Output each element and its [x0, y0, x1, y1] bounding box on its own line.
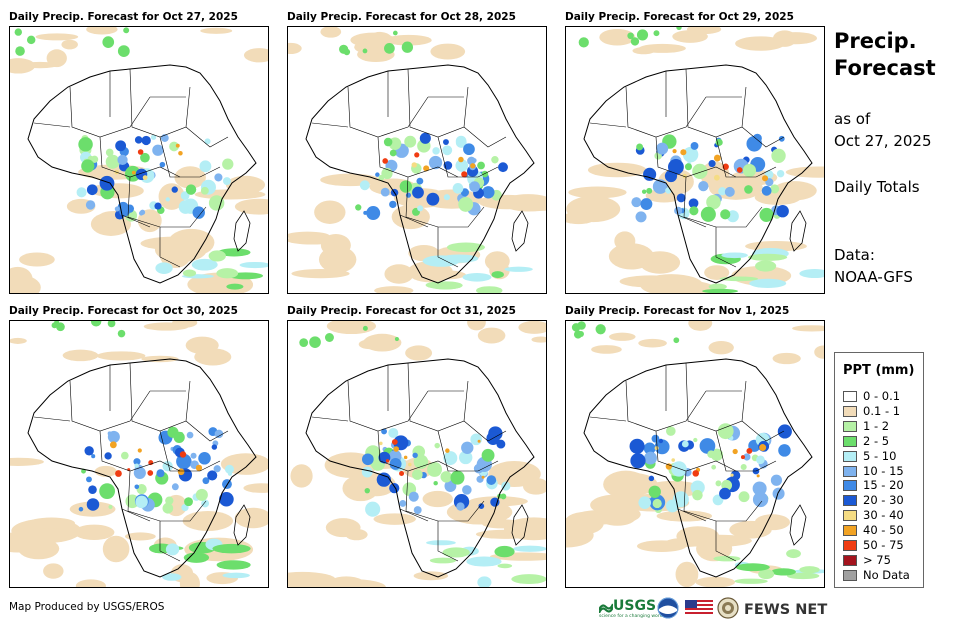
- legend-swatch: [843, 480, 857, 492]
- product-title: Precip. Forecast: [834, 28, 964, 82]
- legend-label: 15 - 20: [863, 478, 904, 493]
- legend-swatch: [843, 450, 857, 462]
- map-credit: Map Produced by USGS/EROS: [9, 601, 165, 613]
- legend-swatch: [843, 435, 857, 447]
- legend-swatch: [843, 540, 857, 551]
- africa-precip-map: [565, 26, 825, 294]
- legend-swatch: [843, 525, 857, 537]
- legend-label: 2 - 5: [863, 433, 890, 448]
- africa-precip-map: [565, 320, 825, 588]
- legend-item: 40 - 50: [843, 523, 904, 537]
- legend-label: 40 - 50: [863, 523, 904, 538]
- legend-item: 20 - 30: [843, 493, 904, 507]
- legend-item: 15 - 20: [843, 478, 904, 492]
- legend-swatch: [843, 569, 857, 581]
- data-label: Data:: [834, 246, 875, 264]
- legend-swatch: [843, 510, 857, 522]
- state-seal-icon: [717, 597, 739, 623]
- legend-item: 50 - 75: [843, 538, 904, 552]
- legend-item: 1 - 2: [843, 419, 889, 433]
- asof-label: as of: [834, 110, 871, 128]
- legend-label: 0 - 0.1: [863, 389, 901, 403]
- legend-swatch: [843, 465, 857, 477]
- africa-precip-map: [9, 320, 269, 588]
- usgs-tagline: science for a changing world: [599, 614, 664, 619]
- fews-net-wordmark: FEWS NET: [744, 602, 828, 618]
- legend-swatch: [843, 554, 857, 566]
- us-flag-icon: [685, 600, 713, 620]
- legend-label: 5 - 10: [863, 448, 897, 463]
- legend-item: 10 - 15: [843, 464, 904, 478]
- panel-title: Daily Precip. Forecast for Oct 27, 2025: [9, 11, 238, 23]
- fews-net-logo: FEWS NET: [744, 599, 827, 618]
- legend-label: > 75: [863, 552, 891, 567]
- legend-item: > 75: [843, 553, 891, 567]
- legend-swatch: [843, 391, 857, 402]
- noaa-emblem-icon: [657, 597, 679, 623]
- legend-label: 1 - 2: [863, 418, 890, 433]
- title-line-2: Forecast: [834, 56, 936, 80]
- panel-title: Daily Precip. Forecast for Oct 29, 2025: [565, 11, 794, 23]
- legend-swatch: [843, 420, 857, 432]
- africa-precip-map: [9, 26, 269, 294]
- legend-item: 0.1 - 1: [843, 404, 900, 418]
- usgs-wordmark: USGS: [613, 598, 657, 614]
- legend-label: 10 - 15: [863, 463, 904, 478]
- totals-label: Daily Totals: [834, 178, 920, 196]
- usgs-wave-icon: [599, 603, 613, 613]
- data-source: NOAA-GFS: [834, 268, 913, 286]
- africa-precip-map: [287, 26, 547, 294]
- legend-title: PPT (mm): [843, 363, 915, 378]
- panel-title: Daily Precip. Forecast for Oct 30, 2025: [9, 305, 238, 317]
- legend-item: 2 - 5: [843, 434, 889, 448]
- legend-label: 30 - 40: [863, 508, 904, 523]
- panel-title: Daily Precip. Forecast for Oct 28, 2025: [287, 11, 516, 23]
- legend-item: No Data: [843, 568, 910, 582]
- legend-label: 50 - 75: [863, 538, 904, 552]
- legend-item: 30 - 40: [843, 508, 904, 522]
- legend-swatch: [843, 495, 857, 507]
- asof-date: Oct 27, 2025: [834, 132, 932, 150]
- legend-swatch: [843, 405, 857, 417]
- legend-label: 20 - 30: [863, 493, 904, 508]
- legend-item: 5 - 10: [843, 449, 896, 463]
- legend-label: 0.1 - 1: [863, 403, 901, 418]
- panel-title: Daily Precip. Forecast for Oct 31, 2025: [287, 305, 516, 317]
- panel-title: Daily Precip. Forecast for Nov 1, 2025: [565, 305, 790, 317]
- legend-label: No Data: [863, 567, 910, 582]
- legend-item: 0 - 0.1: [843, 389, 900, 403]
- africa-precip-map: [287, 320, 547, 588]
- title-line-1: Precip.: [834, 29, 917, 53]
